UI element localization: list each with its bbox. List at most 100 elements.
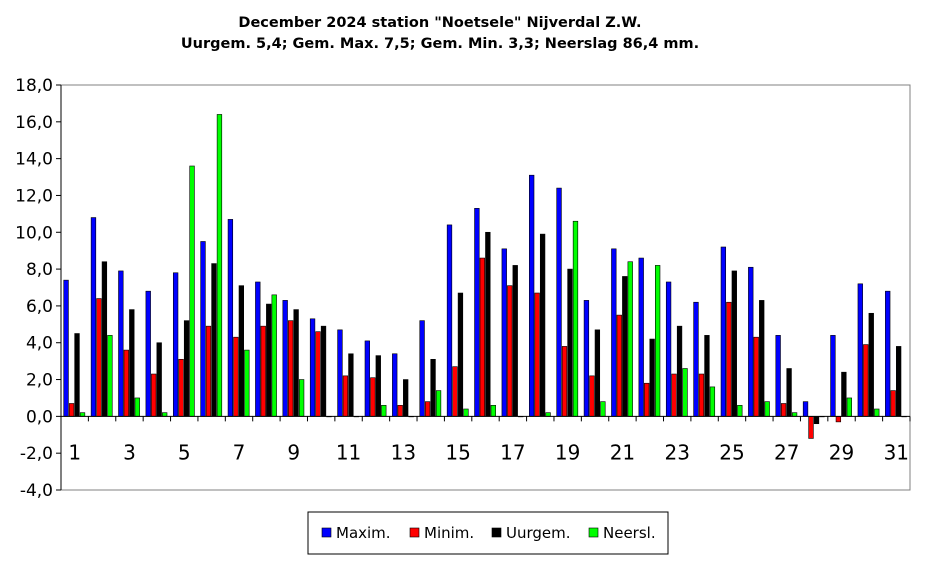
bar-neersl-day-23	[682, 368, 688, 417]
bar-minim-day-16	[479, 257, 485, 417]
bar-uurgem-day-31	[896, 346, 902, 417]
y-tick-label: 18,0	[15, 76, 53, 96]
bar-neersl-day-19	[572, 220, 579, 417]
bar-minim-day-9	[288, 320, 294, 417]
bar-minim-day-19	[561, 346, 568, 417]
bar-uurgem-day-3	[129, 309, 135, 417]
bar-neersl-day-15	[463, 408, 469, 417]
legend-swatch	[588, 527, 599, 538]
bar-neersl-day-26	[764, 401, 770, 417]
bar-neersl-day-22	[654, 265, 661, 417]
bar-minim-day-12	[370, 377, 376, 417]
bar-neersl-day-9	[298, 379, 305, 417]
bar-maxim-day-28	[802, 401, 809, 417]
bar-minim-day-7	[233, 336, 239, 417]
bar-uurgem-day-5	[183, 320, 190, 417]
bar-uurgem-day-19	[567, 268, 573, 417]
legend-label: Neersl.	[603, 524, 656, 542]
bar-uurgem-day-18	[539, 233, 546, 417]
x-tick-label: 31	[884, 440, 909, 464]
bar-maxim-day-5	[172, 272, 179, 417]
bar-neersl-day-12	[381, 405, 387, 417]
bar-uurgem-day-1	[74, 333, 80, 417]
bar-maxim-day-13	[392, 353, 398, 417]
bar-minim-day-11	[342, 375, 349, 417]
bar-neersl-day-27	[791, 412, 798, 417]
x-tick-label: 23	[664, 440, 689, 464]
x-tick-label: 9	[287, 440, 300, 464]
bar-uurgem-day-16	[485, 231, 491, 417]
y-tick-label: -4,0	[20, 481, 53, 501]
bar-maxim-day-12	[364, 340, 370, 417]
bar-maxim-day-31	[885, 290, 891, 417]
bar-uurgem-day-23	[676, 325, 683, 417]
bar-maxim-day-18	[529, 174, 535, 417]
bar-maxim-day-17	[501, 248, 507, 417]
bar-maxim-day-24	[693, 301, 699, 417]
bar-maxim-day-25	[720, 246, 727, 417]
bar-maxim-day-22	[638, 257, 644, 417]
legend-swatch	[409, 527, 420, 538]
bar-maxim-day-1	[63, 279, 69, 417]
bar-minim-day-13	[397, 405, 403, 417]
x-tick-label: 25	[719, 440, 744, 464]
bar-neersl-day-2	[107, 335, 113, 417]
bar-maxim-day-14	[419, 320, 425, 417]
bar-uurgem-day-28	[813, 416, 820, 425]
bar-neersl-day-7	[244, 349, 250, 417]
y-tick-label: 16,0	[15, 113, 53, 133]
bar-minim-day-6	[205, 325, 212, 417]
x-tick-label: 13	[391, 440, 416, 464]
bar-uurgem-day-13	[403, 379, 409, 417]
x-tick-label: 19	[555, 440, 580, 464]
bar-uurgem-day-17	[512, 265, 518, 417]
x-tick-label: 3	[123, 440, 136, 464]
bar-maxim-day-9	[282, 300, 288, 417]
bar-neersl-day-30	[874, 408, 880, 417]
bar-uurgem-day-26	[759, 300, 765, 417]
bar-maxim-day-26	[748, 266, 754, 417]
bar-minim-day-31	[890, 390, 896, 417]
bar-minim-day-30	[863, 344, 869, 417]
bar-neersl-day-20	[600, 401, 606, 417]
bar-maxim-day-4	[145, 290, 151, 417]
bar-maxim-day-19	[556, 187, 562, 417]
chart-title: December 2024 station "Noetsele" Nijverd…	[238, 15, 641, 31]
bar-uurgem-day-10	[320, 325, 327, 417]
y-tick-label: 8,0	[26, 260, 53, 280]
y-tick-label: 2,0	[26, 371, 53, 391]
bar-neersl-day-21	[627, 261, 633, 417]
bar-uurgem-day-9	[293, 309, 299, 417]
bar-uurgem-day-7	[238, 285, 245, 417]
y-axis-ticks: 18,0 16,0 14,0 12,0 10,0 8,0 6,0 4,0 2,0 0,0 -2,0 -…	[15, 76, 61, 501]
y-tick-label: 0,0	[26, 407, 53, 427]
bar-maxim-day-15	[446, 224, 453, 417]
x-tick-label: 1	[68, 440, 81, 464]
legend-box	[307, 511, 669, 555]
bar-maxim-day-20	[583, 300, 590, 417]
bar-minim-day-23	[671, 373, 677, 417]
bar-minim-day-17	[507, 285, 513, 417]
x-tick-label: 11	[336, 440, 361, 464]
x-tick-label: 5	[178, 440, 191, 464]
bar-neersl-day-3	[134, 397, 140, 417]
bar-uurgem-day-12	[375, 355, 381, 417]
bar-minim-day-15	[452, 366, 458, 417]
legend: Maxim. Minim. Uurgem. Neersl.	[307, 511, 669, 555]
y-tick-label: 6,0	[26, 297, 53, 317]
bar-minim-day-22	[644, 382, 650, 417]
bar-uurgem-day-15	[457, 292, 464, 417]
bar-neersl-day-29	[846, 397, 852, 417]
bar-uurgem-day-6	[211, 263, 217, 417]
bar-uurgem-day-30	[868, 312, 874, 417]
bar-minim-day-2	[96, 298, 102, 417]
y-tick-label: 4,0	[26, 334, 53, 354]
bar-uurgem-day-27	[786, 368, 792, 417]
bar-neersl-day-25	[737, 405, 743, 417]
bar-uurgem-day-2	[101, 261, 108, 417]
bar-minim-day-24	[698, 373, 705, 417]
y-tick-label: -2,0	[20, 444, 53, 464]
bar-uurgem-day-22	[649, 338, 655, 417]
bar-uurgem-day-29	[841, 371, 847, 417]
